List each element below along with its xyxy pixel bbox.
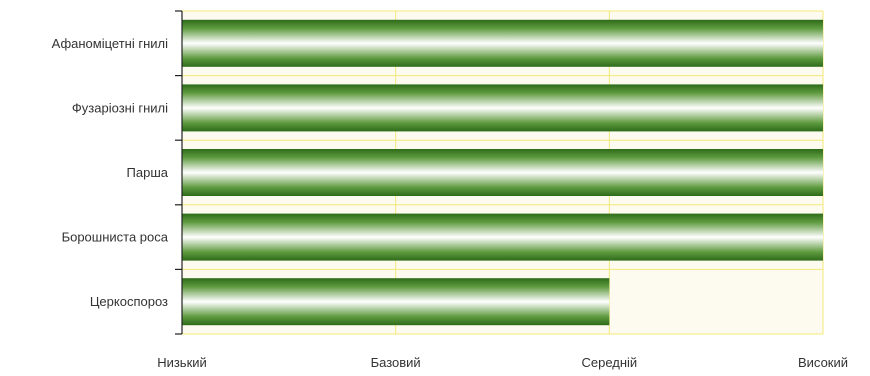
category-label: Фузаріозні гнилі	[72, 100, 168, 115]
x-tick-label: Низький	[157, 355, 207, 370]
category-label: Парша	[127, 165, 169, 180]
bars	[182, 19, 823, 326]
x-tick-label: Високий	[798, 355, 848, 370]
labels: Афаноміцетні гнилі Фузаріозні гнилі Парша Б…	[52, 36, 848, 370]
x-tick-label: Середній	[581, 355, 637, 370]
bar	[182, 84, 823, 132]
bar	[182, 213, 823, 261]
bar	[182, 19, 823, 67]
category-label: Церкоспороз	[90, 294, 168, 309]
y-axis	[175, 10, 183, 335]
category-label: Афаноміцетні гнилі	[52, 36, 168, 51]
x-tick-label: Базовий	[371, 355, 421, 370]
bar	[182, 149, 823, 196]
category-label: Борошниста роса	[62, 230, 169, 245]
bar	[182, 278, 610, 326]
